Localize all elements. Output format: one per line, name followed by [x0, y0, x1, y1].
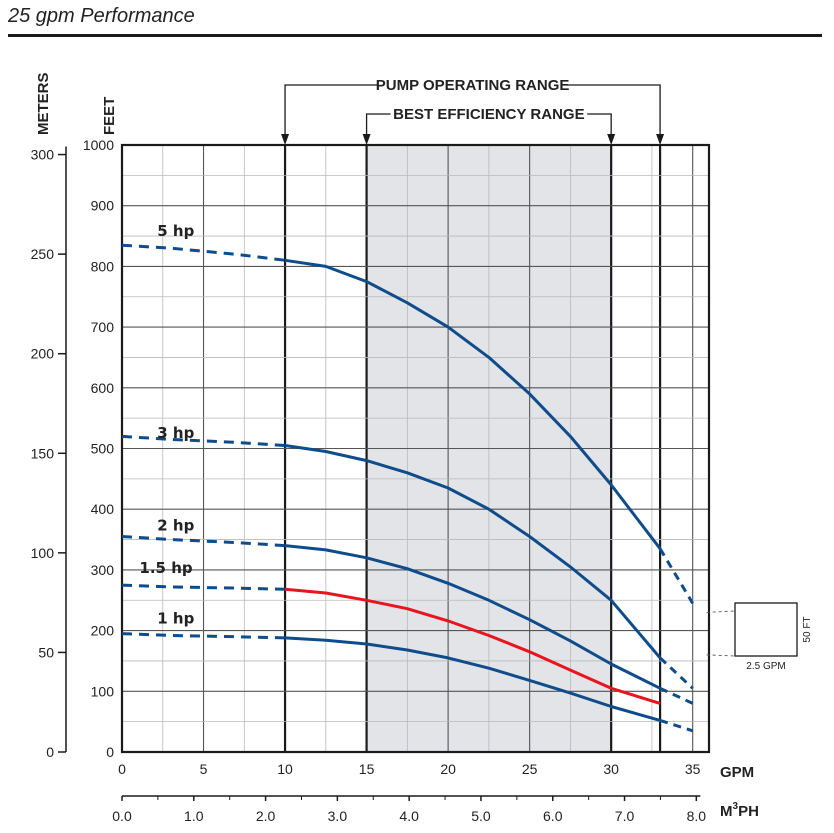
curve-5-hp [284, 258, 662, 550]
meters-tick-label: 0 [46, 744, 54, 760]
scale-box [734, 602, 798, 657]
meters-tick-label: 300 [31, 147, 55, 163]
m3ph-tick-label: 0.0 [112, 808, 132, 824]
chart-title: 25 gpm Performance [7, 5, 195, 27]
meters-tick-label: 200 [31, 346, 55, 362]
gpm-tick-label: 0 [118, 761, 126, 777]
feet-tick-label: 0 [106, 744, 114, 760]
curve-label-1-5-hp: 1.5 hp [139, 559, 192, 577]
curve-5-hp-dashed-start [121, 243, 286, 262]
feet-tick-label: 500 [91, 441, 115, 457]
best-efficiency-range-label: BEST EFFICIENCY RANGE [393, 106, 584, 123]
curve-2-hp-dashed-end [659, 686, 694, 705]
gpm-tick-label: 15 [359, 761, 375, 777]
m3ph-tick-label: 2.0 [256, 808, 276, 824]
gpm-tick-label: 30 [603, 761, 619, 777]
m3ph-tick-label: 6.0 [543, 808, 563, 824]
m3ph-tick-label: 4.0 [399, 808, 419, 824]
pump-operating-range-right-leader [566, 84, 661, 135]
curve-3-hp-dashed-end [659, 656, 694, 690]
curve-1-5-hp-dashed-start [121, 583, 286, 591]
best-efficiency-range-left-arrow [362, 134, 371, 145]
curve-1-hp-dashed-end [659, 718, 694, 733]
feet-tick-label: 800 [91, 258, 115, 274]
curve-3-hp-dashed-start [121, 434, 286, 447]
meters-tick-label: 100 [31, 545, 55, 561]
pump-operating-range-right-arrow [656, 134, 665, 145]
scale-box-height-label: 50 FT [802, 616, 813, 642]
meters-tick-label: 50 [38, 644, 54, 660]
feet-axis-title: FEET [101, 97, 118, 135]
feet-tick-label: 700 [91, 319, 115, 335]
feet-tick-label: 900 [91, 198, 115, 214]
feet-tick-label: 1000 [83, 137, 114, 153]
m3ph-tick-label: 7.0 [615, 808, 635, 824]
curve-label-2-hp: 2 hp [157, 516, 194, 534]
curve-1-hp [285, 636, 661, 722]
curve-1-5-hp [284, 587, 661, 705]
plot-frame [120, 143, 711, 754]
scale-box-leader-top [706, 610, 736, 613]
m3ph-axis-title: M3PH [720, 801, 759, 820]
m3ph-tick-label: 5.0 [471, 808, 491, 824]
best-efficiency-range-left-leader [365, 113, 391, 135]
gpm-tick-label: 20 [440, 761, 456, 777]
feet-tick-label: 400 [91, 501, 115, 517]
pump-operating-range-left-leader [284, 84, 379, 135]
scale-box-width-label: 2.5 GPM [746, 661, 785, 672]
meters-tick-label: 250 [31, 246, 55, 262]
meters-tick-label: 150 [31, 445, 55, 461]
feet-tick-label: 100 [91, 683, 115, 699]
m3ph-tick-label: 3.0 [328, 808, 348, 824]
pump-operating-range-left-arrow [281, 134, 290, 145]
curve-label-3-hp: 3 hp [157, 424, 194, 442]
curve-2-hp [284, 544, 661, 690]
m3ph-main: M [720, 803, 733, 820]
curve-3-hp [284, 444, 662, 659]
scale-box-leader-bottom [706, 654, 736, 657]
gpm-tick-label: 25 [522, 761, 538, 777]
m3ph-sup: 3 [733, 801, 739, 812]
best-efficiency-range-right-arrow [607, 134, 616, 145]
gpm-tick-label: 35 [685, 761, 701, 777]
curve-2-hp-dashed-start [121, 535, 286, 548]
pump-operating-range-label: PUMP OPERATING RANGE [376, 77, 570, 94]
best-efficiency-range-right-leader [587, 113, 612, 135]
curve-label-5-hp: 5 hp [157, 222, 194, 240]
gpm-tick-label: 5 [200, 761, 208, 777]
gpm-axis-title: GPM [720, 764, 754, 781]
feet-tick-label: 200 [91, 623, 115, 639]
curve-label-1-hp: 1 hp [157, 609, 194, 627]
curve-1-hp-dashed-start [121, 632, 286, 640]
m3ph-tail: PH [738, 803, 759, 820]
feet-tick-label: 300 [91, 562, 115, 578]
gpm-tick-label: 10 [277, 761, 293, 777]
meters-axis-title: METERS [35, 72, 52, 135]
m3ph-tick-label: 8.0 [687, 808, 707, 824]
feet-tick-label: 600 [91, 380, 115, 396]
header-rule [8, 34, 822, 37]
curve-5-hp-dashed-end [658, 547, 694, 605]
m3ph-tick-label: 1.0 [184, 808, 204, 824]
